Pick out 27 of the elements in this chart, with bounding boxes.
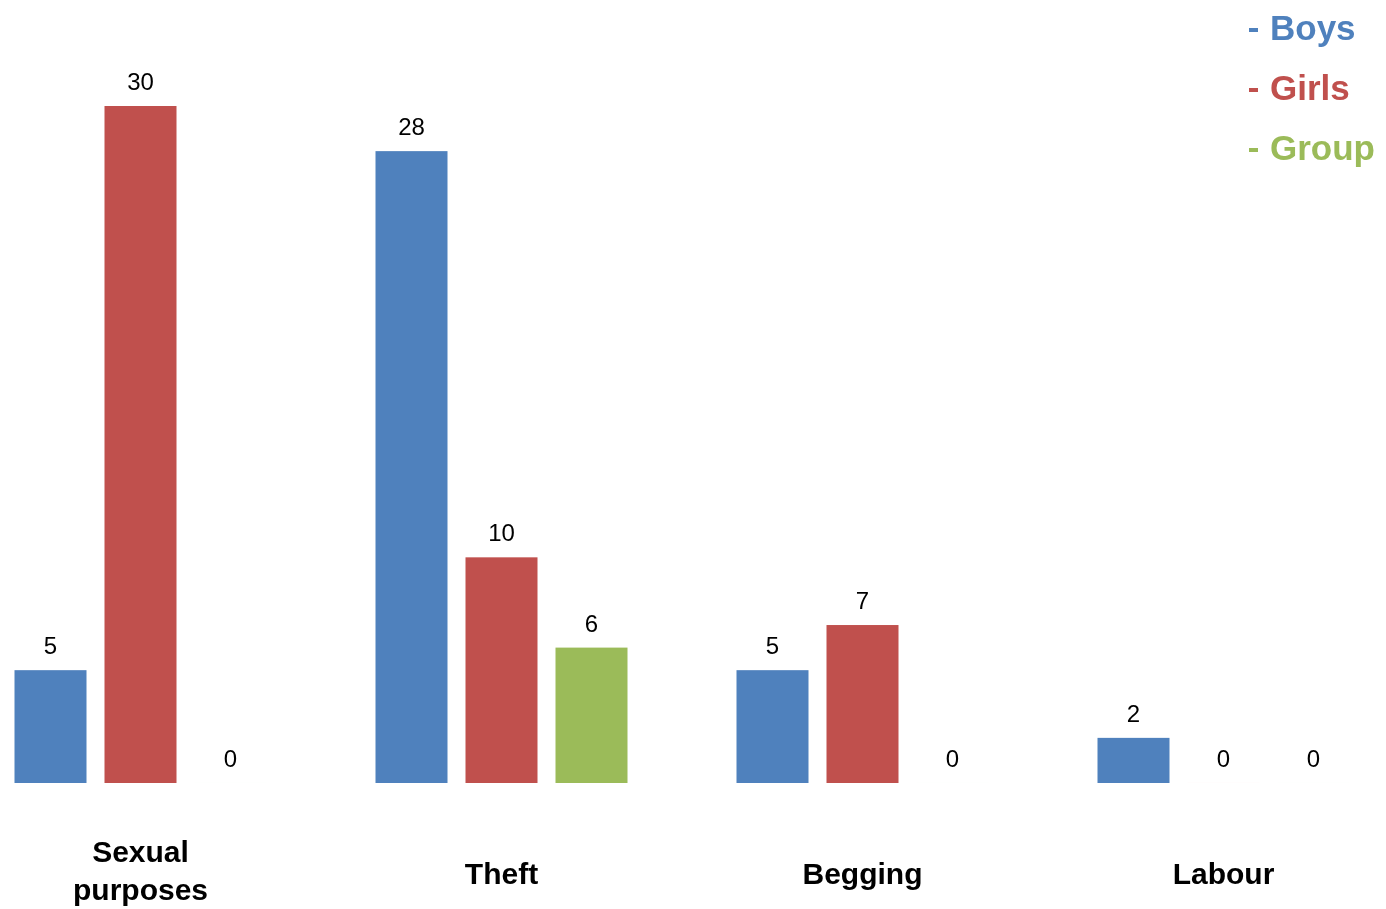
bar [1097,737,1170,783]
data-label: 5 [43,632,58,660]
bar [104,106,177,783]
data-label: 30 [127,68,154,95]
data-label: 0 [1306,745,1321,772]
data-label: 28 [398,113,425,141]
data-label: 5 [765,632,780,660]
x-tick-label: Labour [1172,857,1275,890]
bar [465,557,538,783]
bar [826,625,899,783]
data-label: 7 [855,587,870,615]
data-label: 2 [1126,699,1141,727]
data-label: 6 [584,609,599,637]
x-tick-label: Theft [464,857,539,890]
data-label: 0 [1216,745,1231,772]
x-tick-label: Sexual purposes [72,835,209,906]
legend-label: Group [1270,128,1375,167]
bar [375,151,448,783]
legend-label: Boys [1270,8,1356,47]
x-tick-label: Begging [802,857,923,890]
bar [736,670,809,783]
data-label: 0 [223,745,238,772]
bar [14,670,87,783]
legend-label: Girls [1270,68,1350,107]
data-label: 0 [945,745,960,772]
bar [555,647,628,783]
data-label: 10 [488,519,515,547]
